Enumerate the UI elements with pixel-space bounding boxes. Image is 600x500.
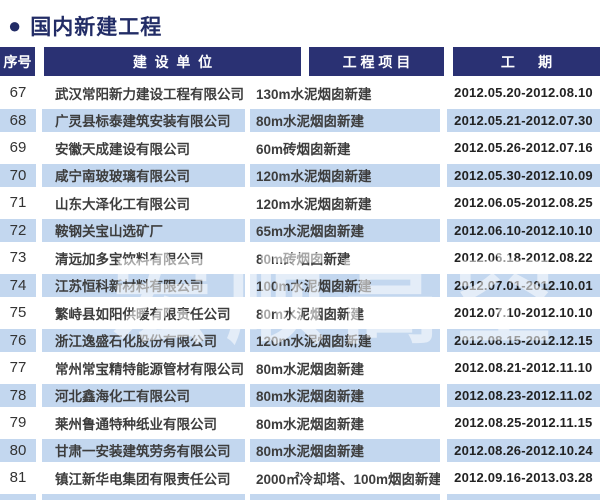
cell-project: 120m水泥烟囱新建: [250, 328, 440, 352]
cell-project: 100m水泥烟囱新建: [250, 273, 440, 297]
partial-next-row: [0, 492, 600, 500]
cell-company: 安徽天成建设有限公司: [55, 141, 190, 157]
cell-project: 80m水泥烟囱新建: [256, 306, 365, 322]
cell-company: 咸宁南玻玻璃有限公司: [42, 163, 245, 187]
table-row: 75 繁峙县如阳供暖有限责任公司 80m水泥烟囱新建 2012.07.10-2012.…: [0, 299, 600, 327]
cell-period: 2012.07.10-2012.10.10: [454, 305, 593, 321]
table-row: 70 咸宁南玻玻璃有限公司 120m水泥烟囱新建 2012.05.30-2012.10…: [0, 162, 600, 190]
cell-period: 2012.06.10-2012.10.10: [447, 218, 600, 242]
table-row: 77 常州常宝精特能源管材有限公司 80m水泥烟囱新建 2012.08.21-2012…: [0, 354, 600, 382]
cell-company: 江苏恒科新材料有限公司: [42, 273, 245, 297]
cell-project: 80m水泥烟囱新建: [256, 361, 365, 377]
cell-no: 76: [0, 328, 36, 352]
cell-no: 75: [9, 304, 27, 322]
cell-no: 69: [9, 139, 27, 157]
table-row: 73 清远加多宝饮料有限公司 80m砖烟囱新建 2012.06.18-2012.08.…: [0, 244, 600, 272]
column-header-project: 工 程 项 目: [309, 47, 444, 76]
column-header-no: 序号: [0, 47, 35, 76]
cell-project: 120m水泥烟囱新建: [250, 163, 440, 187]
table-row: 78 河北鑫海化工有限公司 80m水泥烟囱新建 2012.08.23-2012.11.…: [0, 382, 600, 410]
bullet-icon: ●: [8, 12, 22, 38]
cell-period: 2012.05.30-2012.10.09: [447, 163, 600, 187]
page-title: ● 国内新建工程: [0, 0, 600, 42]
cell-period: 2012.08.25-2012.11.15: [454, 415, 593, 431]
cell-no: 71: [9, 194, 27, 212]
cell-no: 80: [0, 438, 36, 462]
column-header-period: 工 期: [453, 47, 600, 76]
table-body: 67 武汉常阳新力建设工程有限公司 130m水泥烟囱新建 2012.05.20-201…: [0, 79, 600, 492]
cell-company: 甘肃一安装建筑劳务有限公司: [42, 438, 245, 462]
table-row: 76 浙江逸盛石化股份有限公司 120m水泥烟囱新建 2012.08.15-2012.…: [0, 327, 600, 355]
cell-company: 鞍钢关宝山选矿厂: [42, 218, 245, 242]
cell-company: 繁峙县如阳供暖有限责任公司: [55, 306, 231, 322]
table-header: 序号 建 设 单 位 工 程 项 目 工 期: [0, 47, 600, 76]
cell-project: 80m水泥烟囱新建: [250, 108, 440, 132]
cell-no: 72: [0, 218, 36, 242]
table-row: 79 莱州鲁通特种纸业有限公司 80m水泥烟囱新建 2012.08.25-2012.1…: [0, 409, 600, 437]
title-text: 国内新建工程: [30, 15, 163, 39]
cell-company: 常州常宝精特能源管材有限公司: [55, 361, 244, 377]
cell-company: 山东大泽化工有限公司: [55, 196, 190, 212]
table-row: 68 广灵县标泰建筑安装有限公司 80m水泥烟囱新建 2012.05.21-2012.…: [0, 107, 600, 135]
cell-project: 65m水泥烟囱新建: [250, 218, 440, 242]
cell-period: 2012.08.23-2012.11.02: [447, 383, 600, 407]
cell-project: 60m砖烟囱新建: [256, 141, 351, 157]
cell-no: 73: [9, 249, 27, 267]
cell-period: 2012.08.26-2012.10.24: [447, 438, 600, 462]
cell-project: 80m砖烟囱新建: [256, 251, 351, 267]
cell-no: 68: [0, 108, 36, 132]
cell-period: 2012.05.20-2012.08.10: [454, 85, 593, 101]
cell-company: 清远加多宝饮料有限公司: [55, 251, 204, 267]
table-row: 69 安徽天成建设有限公司 60m砖烟囱新建 2012.05.26-2012.07.1…: [0, 134, 600, 162]
cell-period: 2012.08.15-2012.12.15: [447, 328, 600, 352]
table-row: 71 山东大泽化工有限公司 120m水泥烟囱新建 2012.06.05-2012.08…: [0, 189, 600, 217]
cell-no: 67: [9, 84, 27, 102]
cell-no: 78: [0, 383, 36, 407]
table-row: 67 武汉常阳新力建设工程有限公司 130m水泥烟囱新建 2012.05.20-201…: [0, 79, 600, 107]
table-row: 81 镇江新华电集团有限责任公司 2000㎡冷却塔、100m烟囱新建 2012.09.…: [0, 464, 600, 492]
cell-period: 2012.05.26-2012.07.16: [454, 140, 593, 156]
cell-company: 武汉常阳新力建设工程有限公司: [55, 86, 244, 102]
cell-project: 80m水泥烟囱新建: [250, 438, 440, 462]
cell-period: 2012.08.21-2012.11.10: [454, 360, 593, 376]
cell-project: 130m水泥烟囱新建: [256, 86, 372, 102]
cell-company: 广灵县标泰建筑安装有限公司: [42, 108, 245, 132]
cell-project: 2000㎡冷却塔、100m烟囱新建: [256, 471, 440, 487]
cell-company: 河北鑫海化工有限公司: [42, 383, 245, 407]
cell-period: 2012.05.21-2012.07.30: [447, 108, 600, 132]
cell-project: 80m水泥烟囱新建: [250, 383, 440, 407]
cell-project: 80m水泥烟囱新建: [256, 416, 365, 432]
cell-no: 74: [0, 273, 36, 297]
cell-no: 79: [9, 414, 27, 432]
cell-company: 浙江逸盛石化股份有限公司: [42, 328, 245, 352]
cell-company: 莱州鲁通特种纸业有限公司: [55, 416, 217, 432]
cell-company: 镇江新华电集团有限责任公司: [55, 471, 231, 487]
cell-project: 120m水泥烟囱新建: [256, 196, 372, 212]
cell-period: 2012.07.01-2012.10.01: [447, 273, 600, 297]
cell-no: 77: [9, 359, 27, 377]
cell-period: 2012.09.16-2013.03.28: [454, 470, 593, 486]
cell-period: 2012.06.18-2012.08.22: [454, 250, 593, 266]
table-row: 80 甘肃一安装建筑劳务有限公司 80m水泥烟囱新建 2012.08.26-2012.…: [0, 437, 600, 465]
column-header-company: 建 设 单 位: [44, 47, 301, 76]
table-row: 74 江苏恒科新材料有限公司 100m水泥烟囱新建 2012.07.01-2012.1…: [0, 272, 600, 300]
table-row: 72 鞍钢关宝山选矿厂 65m水泥烟囱新建 2012.06.10-2012.10.10: [0, 217, 600, 245]
cell-no: 70: [0, 163, 36, 187]
cell-no: 81: [9, 469, 27, 487]
cell-period: 2012.06.05-2012.08.25: [454, 195, 593, 211]
